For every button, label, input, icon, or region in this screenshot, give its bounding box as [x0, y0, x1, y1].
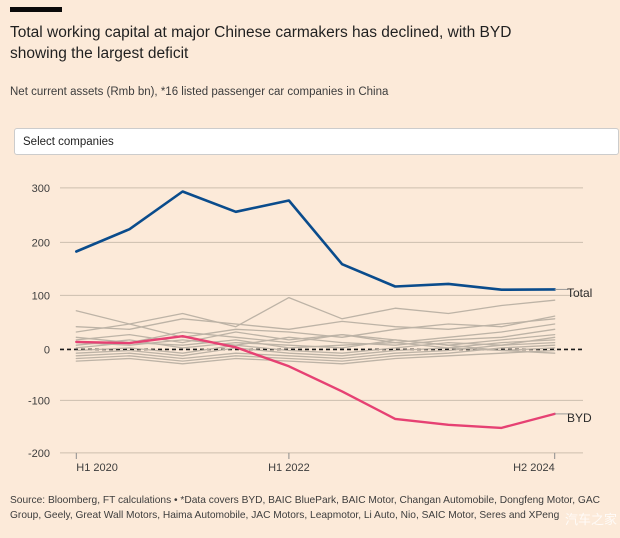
svg-text:100: 100 [32, 290, 50, 302]
svg-text:H2 2024: H2 2024 [513, 462, 555, 474]
svg-text:200: 200 [32, 237, 50, 249]
svg-text:0: 0 [44, 344, 50, 356]
svg-text:300: 300 [32, 183, 50, 195]
svg-text:-200: -200 [28, 448, 50, 460]
svg-text:-100: -100 [28, 395, 50, 407]
svg-text:H1 2022: H1 2022 [268, 462, 310, 474]
svg-text:H1 2020: H1 2020 [76, 462, 118, 474]
